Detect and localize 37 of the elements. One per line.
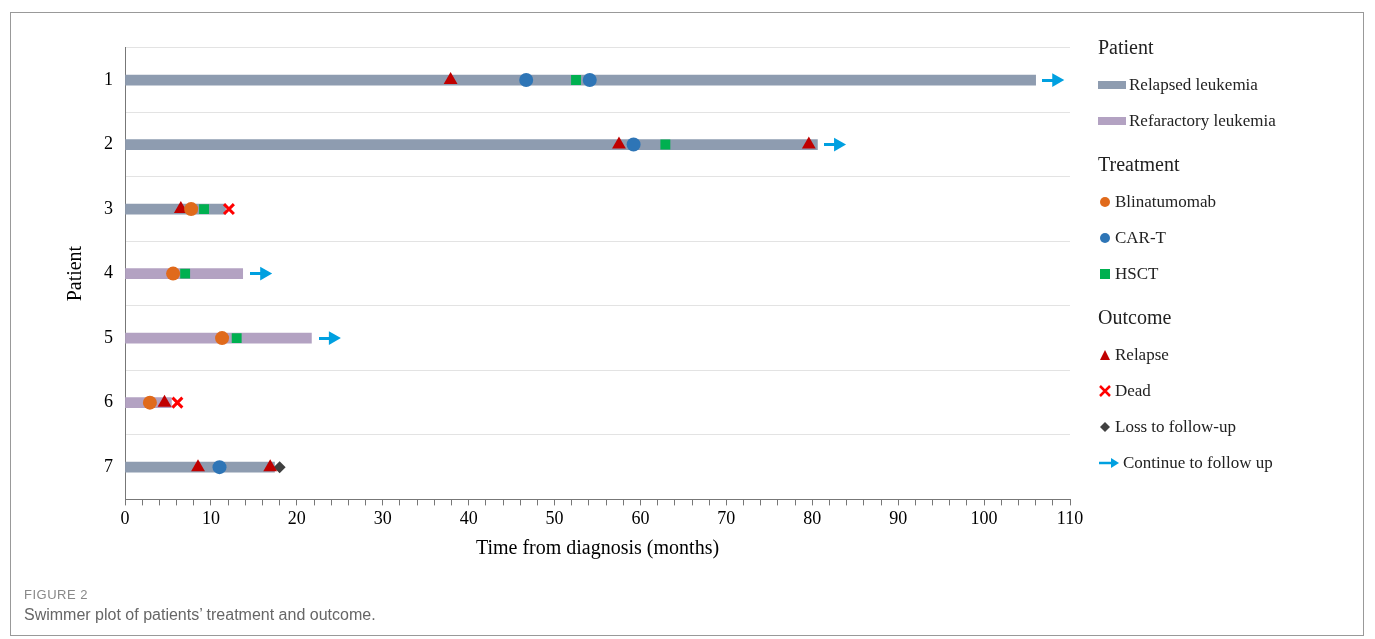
bar	[125, 139, 818, 150]
x-tick-label: 70	[717, 507, 736, 528]
y-tick-label: 3	[104, 197, 113, 218]
x-tick-label: 80	[803, 507, 822, 528]
x-tick-label: 90	[889, 507, 908, 528]
x-tick-label: 20	[287, 507, 306, 528]
bar	[125, 74, 1036, 86]
x-tick-label: 0	[120, 507, 130, 528]
legend-label: CAR-T	[1115, 228, 1166, 248]
y-tick-label: 4	[104, 262, 113, 283]
y-tick-label: 2	[104, 133, 113, 154]
text: Swimmer plot of patients’ treatment and outcome.	[24, 606, 376, 624]
x-tick-label: 30	[373, 507, 392, 528]
y-tick-label: 7	[104, 455, 113, 476]
legend-label: HSCT	[1115, 264, 1159, 284]
caption: FIGURE 2	[24, 587, 88, 602]
x-tick-label: 50	[545, 507, 564, 528]
text: Treatment	[1098, 153, 1181, 176]
x-tick-label: 10	[201, 507, 220, 528]
x-tick-label: 100	[970, 507, 998, 528]
y-tick-label: 5	[104, 326, 113, 347]
text: Outcome	[1098, 306, 1173, 329]
legend-label: Dead	[1115, 381, 1151, 401]
legend-label: Loss to follow-up	[1115, 417, 1236, 437]
legend-title: Patient	[1098, 36, 1155, 59]
x-axis-title: Time from diagnosis (months)	[475, 536, 720, 560]
legend-label: Continue to follow up	[1123, 453, 1273, 473]
legend-label: Refaractory leukemia	[1129, 111, 1276, 131]
legend-label: Relapse	[1115, 345, 1169, 365]
legend-label: Relapsed leukemia	[1129, 75, 1258, 95]
x-tick-label: 110	[1056, 507, 1084, 528]
legend-label: Blinatumomab	[1115, 192, 1217, 212]
x-tick-label: 60	[631, 507, 650, 528]
y-tick-label: 1	[104, 68, 113, 89]
y-tick-label: 6	[104, 391, 113, 412]
y-axis-title: Patient	[63, 245, 86, 302]
x-tick-label: 40	[459, 507, 478, 528]
